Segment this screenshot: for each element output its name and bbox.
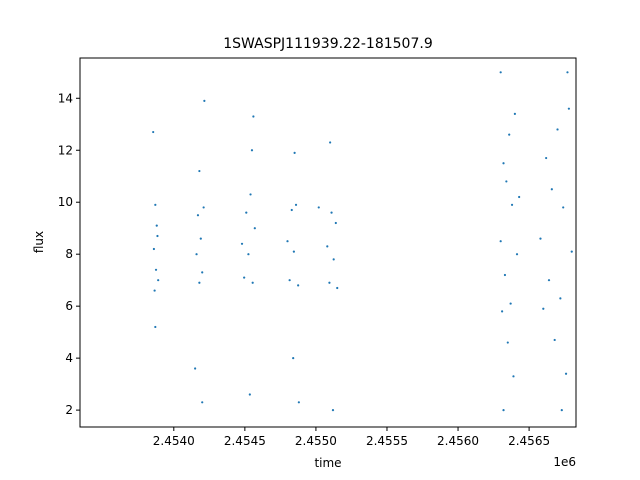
y-tick-label: 2 [65, 403, 73, 417]
x-offset-label: 1e6 [553, 455, 576, 469]
data-point [331, 409, 335, 412]
data-point [290, 208, 293, 212]
data-point [503, 273, 507, 277]
y-tick-label: 12 [58, 143, 73, 157]
x-tick-label: 2.4540 [153, 434, 195, 448]
data-point [334, 221, 337, 225]
data-point [196, 214, 200, 217]
data-point [153, 289, 156, 292]
data-point [570, 250, 573, 253]
data-point [297, 401, 300, 404]
data-point [542, 307, 545, 310]
y-tick-label: 4 [65, 351, 73, 365]
data-point [154, 325, 157, 329]
data-point [539, 237, 542, 240]
chart-title: 1SWASPJ111939.22-181507.9 [223, 36, 432, 52]
data-point [518, 195, 521, 199]
data-point [505, 180, 508, 183]
data-point [328, 281, 331, 284]
data-point [330, 211, 333, 214]
data-point [562, 206, 565, 209]
data-point [292, 357, 295, 360]
data-point [502, 409, 505, 412]
x-tick-label: 2.4550 [295, 434, 337, 448]
data-point [329, 141, 332, 144]
data-point [510, 203, 514, 206]
data-point [288, 279, 291, 282]
x-tick-label: 2.4560 [437, 434, 479, 448]
data-point [202, 206, 205, 209]
y-axis-label: flux [32, 231, 46, 253]
data-point [559, 297, 562, 300]
data-point [253, 227, 256, 230]
data-point [336, 286, 339, 290]
data-point [247, 253, 250, 256]
data-point [201, 271, 204, 274]
data-point [509, 302, 512, 305]
data-point [250, 149, 254, 152]
data-point [556, 128, 559, 131]
data-point [157, 279, 160, 282]
data-point [194, 367, 197, 370]
data-point [240, 242, 244, 245]
plot-frame [79, 57, 577, 428]
data-point [249, 193, 252, 196]
x-ticks: 2.4540 2.4545 2.4550 2.4555 2.4560 2.4565 [153, 427, 550, 448]
data-point [499, 71, 502, 74]
x-tick-label: 2.4565 [508, 434, 550, 448]
data-point [326, 245, 329, 248]
data-point [203, 99, 206, 102]
data-point [248, 393, 251, 396]
data-point [502, 162, 505, 165]
data-point [156, 234, 159, 238]
data-point [567, 107, 570, 110]
x-tick-label: 2.4555 [366, 434, 408, 448]
data-point [251, 281, 254, 284]
data-point [512, 375, 515, 378]
data-point [506, 341, 509, 344]
data-point [155, 224, 158, 227]
data-point [501, 310, 504, 313]
y-tick-label: 6 [65, 299, 73, 313]
data-point [292, 250, 295, 253]
data-point [564, 372, 568, 375]
x-tick-label: 2.4545 [224, 434, 266, 448]
data-point [201, 401, 204, 404]
data-point [545, 156, 548, 160]
y-tick-label: 8 [65, 247, 73, 261]
data-point [515, 253, 519, 256]
data-point [154, 268, 158, 271]
data-point [294, 203, 298, 206]
data-point [566, 71, 569, 74]
data-point [195, 253, 198, 256]
data-point [508, 133, 511, 136]
y-tick-label: 14 [58, 91, 73, 105]
data-point [317, 206, 320, 209]
y-ticks: 2 4 6 8 10 12 14 [58, 91, 80, 417]
data-point [245, 211, 248, 214]
data-point [332, 258, 335, 261]
data-point [513, 112, 516, 115]
data-point [243, 276, 246, 279]
data-point [297, 284, 300, 287]
data-point [199, 237, 202, 240]
data-point [560, 409, 563, 412]
data-point [553, 338, 556, 342]
data-point [286, 240, 289, 243]
data-point [547, 279, 551, 282]
data-point [550, 188, 553, 191]
points-layer [152, 71, 573, 412]
data-point [499, 240, 502, 243]
data-point [152, 130, 155, 134]
data-point [152, 247, 155, 251]
data-point [252, 115, 255, 118]
y-tick-label: 10 [58, 195, 73, 209]
data-point [154, 203, 157, 206]
x-axis-label: time [314, 456, 341, 470]
data-point [198, 281, 201, 284]
data-point [198, 169, 201, 173]
data-point [293, 151, 296, 154]
